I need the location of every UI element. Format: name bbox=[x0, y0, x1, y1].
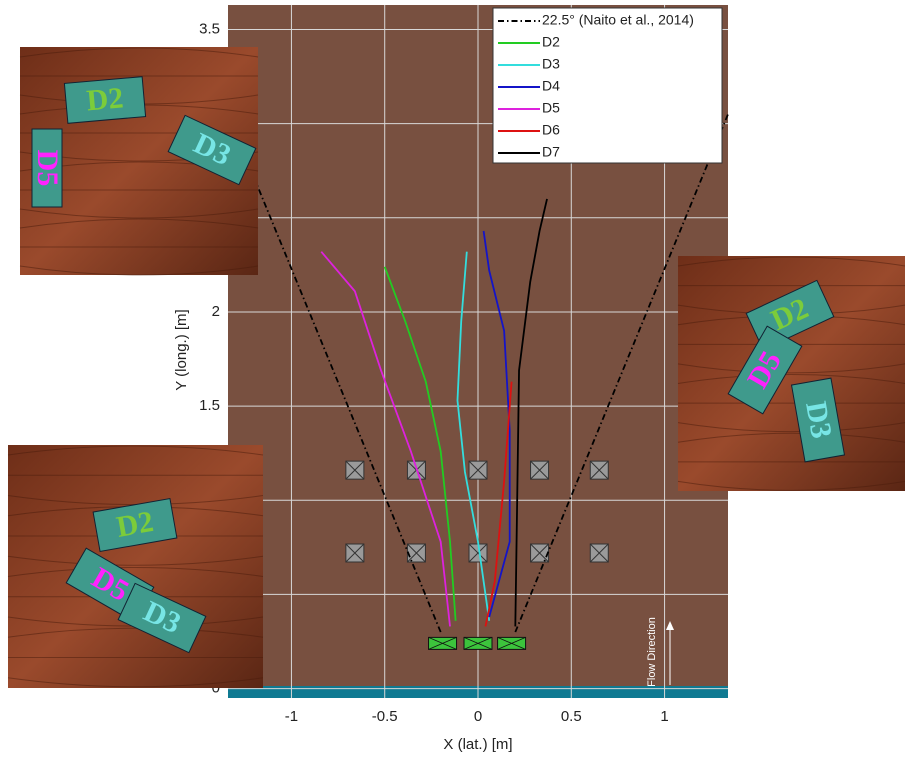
debris-block: D2 bbox=[64, 77, 145, 124]
start-box bbox=[498, 637, 526, 649]
block-label: D2 bbox=[85, 81, 124, 117]
photo bbox=[678, 256, 905, 491]
y-tick-label: 1.5 bbox=[199, 397, 220, 414]
obstacle bbox=[407, 544, 425, 562]
start-box bbox=[464, 637, 492, 649]
obstacle bbox=[590, 544, 608, 562]
y-axis-label: Y (long.) [m] bbox=[173, 309, 190, 390]
obstacle bbox=[590, 461, 608, 479]
annotation: Flow Direction bbox=[646, 617, 658, 687]
legend-label: 22.5° (Naito et al., 2014) bbox=[542, 12, 694, 28]
x-tick-label: 0.5 bbox=[561, 708, 582, 725]
legend-label: D4 bbox=[542, 78, 560, 94]
debris-block: D5 bbox=[31, 129, 64, 207]
chart: X (lat.) [m] Y (long.) [m] -1-0.500.5100… bbox=[0, 0, 905, 757]
x-tick-label: 0 bbox=[474, 708, 482, 725]
legend-label: D3 bbox=[542, 56, 560, 72]
x-tick-label: 1 bbox=[660, 708, 668, 725]
block-label: D2 bbox=[114, 505, 156, 544]
block-label: D3 bbox=[799, 399, 838, 441]
legend-label: D7 bbox=[542, 144, 560, 160]
obstacle bbox=[346, 544, 364, 562]
photo bbox=[8, 445, 263, 688]
x-axis-label: X (lat.) [m] bbox=[443, 736, 512, 753]
x-tick-label: -1 bbox=[285, 708, 298, 725]
obstacle bbox=[531, 544, 549, 562]
block-label: D5 bbox=[31, 150, 64, 187]
legend-label: D6 bbox=[542, 122, 560, 138]
start-box bbox=[429, 637, 457, 649]
y-tick-label: 2 bbox=[212, 303, 220, 320]
obstacle bbox=[346, 461, 364, 479]
legend-label: D2 bbox=[542, 34, 560, 50]
y-tick-label: 3.5 bbox=[199, 20, 220, 37]
legend-box bbox=[493, 8, 722, 163]
legend-label: D5 bbox=[542, 100, 560, 116]
obstacle bbox=[531, 461, 549, 479]
obstacle bbox=[469, 461, 487, 479]
x-tick-label: -0.5 bbox=[372, 708, 398, 725]
